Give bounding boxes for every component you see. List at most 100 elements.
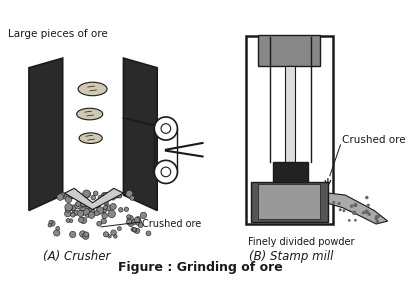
Circle shape bbox=[375, 215, 378, 218]
Circle shape bbox=[79, 209, 85, 215]
Circle shape bbox=[84, 191, 90, 198]
Circle shape bbox=[101, 193, 106, 197]
Circle shape bbox=[78, 210, 84, 217]
Circle shape bbox=[78, 217, 84, 223]
Circle shape bbox=[126, 190, 133, 197]
Circle shape bbox=[98, 195, 104, 201]
Circle shape bbox=[114, 235, 117, 238]
Circle shape bbox=[65, 196, 72, 203]
Circle shape bbox=[65, 207, 70, 212]
Circle shape bbox=[83, 205, 89, 211]
Circle shape bbox=[96, 203, 100, 207]
Circle shape bbox=[80, 231, 86, 237]
Circle shape bbox=[136, 217, 141, 222]
Circle shape bbox=[111, 196, 115, 200]
Circle shape bbox=[80, 217, 87, 224]
Polygon shape bbox=[29, 58, 63, 211]
Circle shape bbox=[342, 209, 345, 212]
Circle shape bbox=[88, 205, 95, 211]
Circle shape bbox=[74, 210, 79, 215]
Circle shape bbox=[83, 190, 90, 198]
Circle shape bbox=[103, 205, 108, 209]
Circle shape bbox=[57, 194, 63, 200]
Circle shape bbox=[133, 228, 136, 231]
Circle shape bbox=[68, 205, 73, 211]
Circle shape bbox=[75, 202, 81, 209]
Circle shape bbox=[127, 215, 131, 219]
Polygon shape bbox=[63, 60, 123, 184]
Circle shape bbox=[53, 230, 60, 236]
Circle shape bbox=[124, 207, 128, 211]
Circle shape bbox=[72, 211, 77, 216]
Circle shape bbox=[332, 201, 335, 204]
Text: (B) Stamp mill: (B) Stamp mill bbox=[249, 250, 334, 262]
Ellipse shape bbox=[78, 82, 107, 96]
Bar bbox=[246, 36, 333, 224]
Circle shape bbox=[161, 124, 171, 133]
Circle shape bbox=[93, 191, 98, 196]
Text: Crushed ore: Crushed ore bbox=[342, 135, 406, 145]
Circle shape bbox=[89, 209, 95, 215]
Circle shape bbox=[94, 211, 99, 216]
Text: (A) Crusher: (A) Crusher bbox=[43, 250, 111, 262]
Circle shape bbox=[117, 227, 121, 231]
Circle shape bbox=[126, 219, 132, 225]
Circle shape bbox=[130, 196, 134, 200]
Circle shape bbox=[377, 215, 380, 218]
Bar bbox=[259, 35, 320, 66]
Circle shape bbox=[76, 201, 81, 206]
Circle shape bbox=[110, 203, 116, 210]
Circle shape bbox=[146, 231, 151, 236]
Circle shape bbox=[140, 212, 147, 219]
Circle shape bbox=[118, 207, 123, 212]
Circle shape bbox=[132, 219, 137, 225]
Circle shape bbox=[70, 192, 76, 198]
Bar bbox=[286, 66, 295, 166]
Circle shape bbox=[108, 235, 111, 238]
Circle shape bbox=[337, 202, 341, 205]
Circle shape bbox=[61, 193, 67, 199]
Circle shape bbox=[352, 211, 357, 215]
Circle shape bbox=[113, 191, 120, 198]
Circle shape bbox=[353, 203, 357, 207]
Circle shape bbox=[101, 219, 106, 224]
Circle shape bbox=[374, 217, 378, 220]
Circle shape bbox=[80, 200, 87, 207]
Circle shape bbox=[97, 221, 101, 226]
Circle shape bbox=[95, 203, 100, 208]
Circle shape bbox=[68, 195, 72, 200]
Circle shape bbox=[103, 192, 110, 199]
Circle shape bbox=[367, 204, 370, 207]
Bar bbox=[259, 184, 320, 219]
Circle shape bbox=[161, 167, 171, 177]
Text: Figure : Grinding of ore: Figure : Grinding of ore bbox=[118, 261, 283, 274]
Circle shape bbox=[376, 220, 379, 223]
Circle shape bbox=[83, 208, 90, 215]
Circle shape bbox=[101, 209, 106, 213]
Circle shape bbox=[107, 196, 111, 201]
Circle shape bbox=[88, 212, 95, 218]
Circle shape bbox=[104, 193, 109, 198]
Circle shape bbox=[95, 200, 100, 204]
Circle shape bbox=[111, 230, 116, 235]
Circle shape bbox=[116, 193, 121, 198]
Circle shape bbox=[103, 232, 108, 237]
Circle shape bbox=[65, 211, 71, 217]
Ellipse shape bbox=[77, 108, 103, 120]
Circle shape bbox=[65, 203, 72, 211]
Circle shape bbox=[154, 117, 178, 140]
Circle shape bbox=[50, 221, 55, 226]
Circle shape bbox=[102, 213, 108, 219]
Circle shape bbox=[96, 207, 104, 214]
Circle shape bbox=[106, 205, 111, 211]
Circle shape bbox=[137, 220, 141, 225]
Circle shape bbox=[134, 217, 140, 223]
Circle shape bbox=[365, 196, 369, 199]
Circle shape bbox=[339, 208, 342, 211]
Circle shape bbox=[91, 196, 95, 200]
Circle shape bbox=[68, 191, 75, 198]
Circle shape bbox=[136, 219, 141, 225]
Circle shape bbox=[134, 228, 140, 233]
Circle shape bbox=[48, 223, 52, 227]
Circle shape bbox=[104, 201, 108, 205]
